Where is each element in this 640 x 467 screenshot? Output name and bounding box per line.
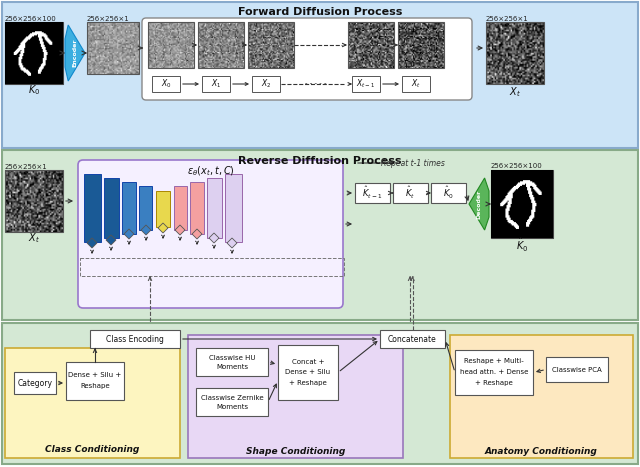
- Text: $\hat{K}_t$: $\hat{K}_t$: [405, 185, 415, 201]
- Text: $X_t$: $X_t$: [411, 78, 421, 90]
- Polygon shape: [124, 229, 134, 239]
- Bar: [152, 76, 180, 92]
- Bar: [80, 258, 344, 276]
- Bar: [431, 183, 466, 203]
- Bar: [355, 183, 390, 203]
- Polygon shape: [87, 238, 97, 248]
- Bar: [248, 22, 294, 68]
- Text: Concat +: Concat +: [292, 360, 324, 366]
- Bar: [207, 178, 222, 238]
- Text: $K_0$: $K_0$: [28, 83, 40, 97]
- Text: $X_2$: $X_2$: [260, 78, 271, 90]
- Text: $X_{t-1}$: $X_{t-1}$: [356, 78, 376, 90]
- Text: Reshape + Multi-: Reshape + Multi-: [464, 359, 524, 365]
- Text: $\hat{K}_0$: $\hat{K}_0$: [516, 236, 528, 254]
- Bar: [278, 345, 338, 400]
- Polygon shape: [65, 25, 85, 81]
- Text: Class Encoding: Class Encoding: [106, 334, 164, 344]
- Text: Anatomy Conditioning: Anatomy Conditioning: [485, 447, 598, 457]
- Polygon shape: [227, 238, 237, 248]
- Text: Concatenate: Concatenate: [388, 334, 437, 344]
- Text: $X_0$: $X_0$: [161, 78, 172, 90]
- Text: Class Conditioning: Class Conditioning: [45, 446, 140, 454]
- Bar: [198, 22, 244, 68]
- Text: $\hat{K}_{t-1}$: $\hat{K}_{t-1}$: [362, 185, 382, 201]
- Text: Classwise Zernike: Classwise Zernike: [201, 395, 263, 401]
- Text: Reshape: Reshape: [80, 383, 110, 389]
- Bar: [90, 330, 180, 348]
- Bar: [486, 22, 544, 84]
- Text: Dense + Silu: Dense + Silu: [285, 369, 331, 375]
- Bar: [2, 2, 638, 148]
- Text: Encoder: Encoder: [72, 39, 77, 67]
- Text: Decoder: Decoder: [477, 190, 481, 219]
- Bar: [2, 323, 638, 464]
- Text: Classwise HU: Classwise HU: [209, 355, 255, 361]
- Polygon shape: [469, 178, 489, 230]
- Bar: [87, 22, 139, 74]
- Bar: [348, 22, 394, 68]
- Bar: [5, 348, 180, 458]
- Bar: [202, 76, 230, 92]
- Text: head attn. + Dense: head attn. + Dense: [460, 369, 528, 375]
- Text: Moments: Moments: [216, 364, 248, 370]
- Bar: [402, 76, 430, 92]
- Bar: [225, 174, 242, 242]
- Bar: [450, 335, 633, 458]
- Polygon shape: [106, 235, 116, 245]
- Text: 256×256×1: 256×256×1: [5, 164, 48, 170]
- Text: $X_t$: $X_t$: [28, 231, 40, 245]
- Text: Forward Diffusion Process: Forward Diffusion Process: [238, 7, 402, 17]
- Bar: [491, 170, 553, 238]
- FancyBboxPatch shape: [78, 160, 343, 308]
- Bar: [5, 170, 63, 232]
- Text: Classwise PCA: Classwise PCA: [552, 367, 602, 373]
- Bar: [174, 186, 187, 230]
- Bar: [139, 186, 152, 230]
- Text: 256×256×1: 256×256×1: [87, 16, 130, 22]
- Text: Category: Category: [17, 378, 52, 388]
- Text: + Reshape: + Reshape: [289, 380, 327, 385]
- Text: Moments: Moments: [216, 404, 248, 410]
- Bar: [156, 191, 170, 227]
- Bar: [455, 350, 533, 395]
- Polygon shape: [209, 233, 219, 243]
- Text: - - - - -: - - - - -: [305, 80, 327, 86]
- Text: Reverse Diffusion Process: Reverse Diffusion Process: [238, 156, 402, 166]
- Bar: [196, 348, 268, 376]
- Text: $\hat{K}_0$: $\hat{K}_0$: [442, 185, 454, 201]
- Bar: [393, 183, 428, 203]
- Text: Shape Conditioning: Shape Conditioning: [246, 447, 345, 457]
- Bar: [84, 174, 101, 242]
- Bar: [5, 22, 63, 84]
- Bar: [252, 76, 280, 92]
- Bar: [380, 330, 445, 348]
- Bar: [14, 372, 56, 394]
- Text: $X_t$: $X_t$: [509, 85, 521, 99]
- Text: 256×256×1: 256×256×1: [486, 16, 529, 22]
- Bar: [398, 22, 444, 68]
- Bar: [352, 76, 380, 92]
- Bar: [122, 182, 136, 234]
- Text: 256×256×100: 256×256×100: [491, 163, 543, 169]
- Bar: [2, 150, 638, 320]
- Text: $\epsilon_\theta(x_t, t, C)$: $\epsilon_\theta(x_t, t, C)$: [187, 164, 234, 178]
- Bar: [190, 182, 204, 234]
- Bar: [546, 357, 608, 382]
- Text: + Reshape: + Reshape: [475, 381, 513, 387]
- Bar: [148, 22, 194, 68]
- Text: Repeat t-1 times: Repeat t-1 times: [381, 158, 445, 168]
- Polygon shape: [141, 225, 151, 235]
- Polygon shape: [158, 223, 168, 233]
- Text: $X_1$: $X_1$: [211, 78, 221, 90]
- Polygon shape: [175, 225, 185, 235]
- Polygon shape: [192, 229, 202, 239]
- Bar: [188, 335, 403, 458]
- FancyBboxPatch shape: [142, 18, 472, 100]
- Bar: [66, 362, 124, 400]
- Bar: [104, 178, 119, 238]
- Text: 256×256×100: 256×256×100: [5, 16, 57, 22]
- Bar: [196, 388, 268, 416]
- Text: Dense + Silu +: Dense + Silu +: [68, 372, 122, 378]
